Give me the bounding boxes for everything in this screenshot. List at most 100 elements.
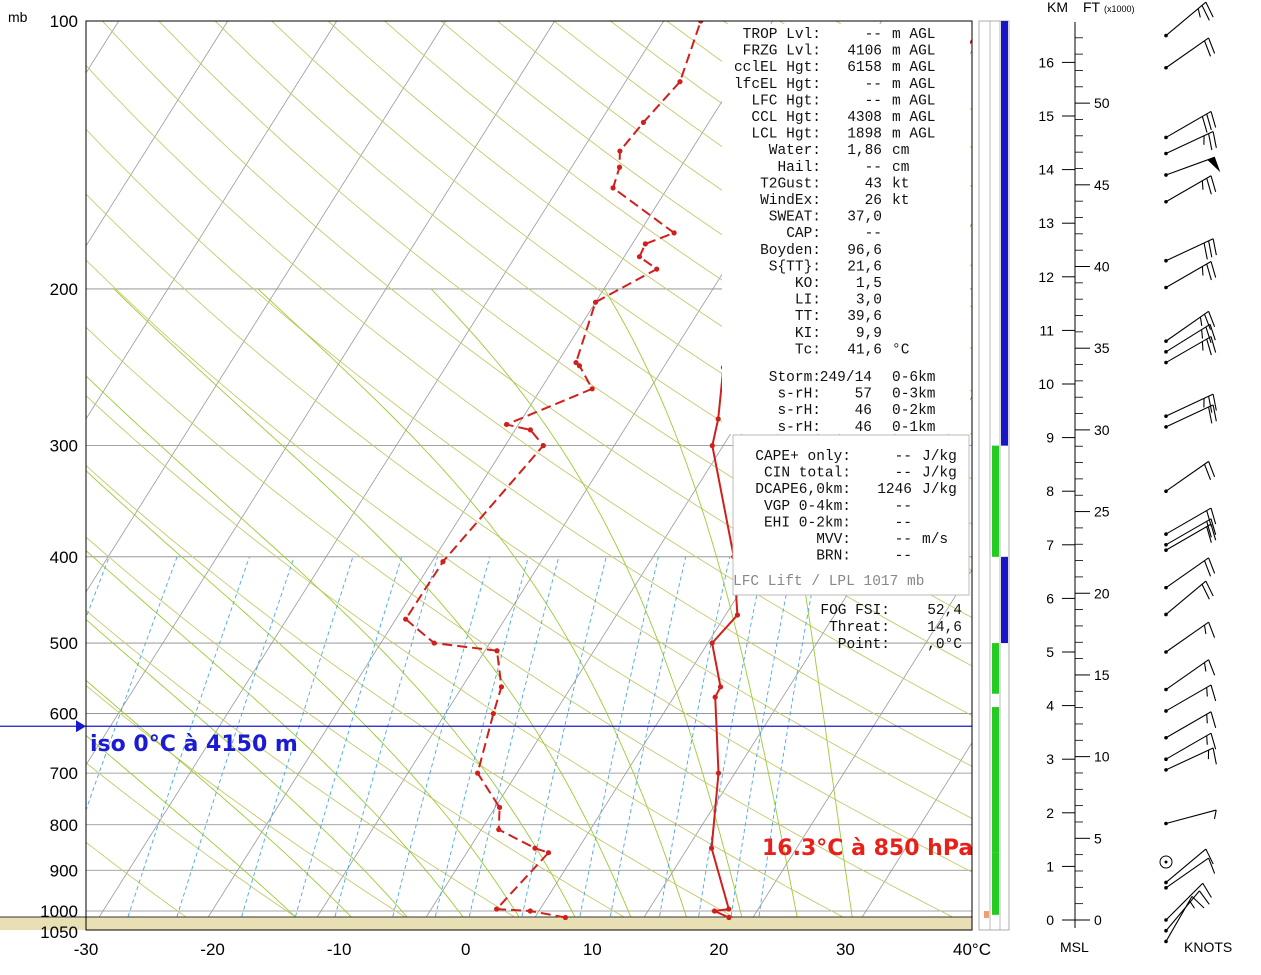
cape-label: BRN: (816, 549, 851, 565)
pressure-tick-label: 800 (50, 816, 78, 835)
index-label: Hail: (777, 160, 821, 176)
cape-unit: J/kg (922, 482, 957, 498)
mixing-ratio-line (607, 556, 687, 930)
index-value: 1,5 (856, 276, 882, 292)
index-label: CCL Hgt: (751, 110, 821, 126)
mixing-ratio-line (696, 556, 766, 930)
wind-barb-feather (1206, 735, 1208, 745)
index-unit: m AGL (892, 77, 936, 93)
dewpoint-point (503, 421, 510, 428)
wind-barb-staff (1165, 684, 1212, 712)
km-label: 1 (1046, 858, 1054, 874)
wind-barb-feather (1203, 313, 1212, 330)
index-label: FRZG Lvl: (743, 44, 821, 60)
cape-label: VGP 0-4km: (764, 499, 851, 515)
km-label: 3 (1046, 751, 1054, 767)
index-label: cclEL Hgt: (734, 60, 821, 76)
lift-note: LFC Lift / LPL 1017 mb (733, 574, 924, 590)
ft-label: 50 (1094, 95, 1110, 111)
mixing-ratio-line (756, 556, 819, 930)
wind-barb-feather (1206, 113, 1212, 131)
wind-barb-feather (1212, 238, 1217, 256)
index-unit: m AGL (892, 127, 936, 143)
km-label: 7 (1046, 537, 1054, 553)
dewpoint-point (494, 906, 500, 912)
ft-label: 30 (1094, 422, 1110, 438)
wind-barb-staff (1165, 460, 1209, 492)
wind-barb-base (1164, 709, 1168, 713)
dewpoint-point (698, 21, 704, 24)
wind-barb-base (1164, 33, 1168, 38)
temperature-point (709, 640, 715, 646)
cape-label: EHI 0-2km: (764, 515, 851, 531)
index-label: TROP Lvl: (743, 27, 821, 43)
ground-band (0, 917, 972, 930)
wind-barb-feather (1210, 507, 1217, 525)
dewpoint-point (431, 640, 437, 646)
temperature-tick-label: 10 (583, 940, 602, 959)
wind-barb-feather (1208, 311, 1216, 328)
cape-value: -- (895, 515, 912, 531)
stability-bar (992, 707, 999, 853)
wind-barb-feather (1206, 178, 1212, 195)
temperature-point (708, 845, 715, 851)
dry-adiabat (214, 21, 972, 571)
dewpoint-point (617, 148, 623, 154)
km-label: 13 (1038, 215, 1054, 231)
index-label: T2Gust: (760, 176, 821, 192)
cape-label: CIN total: (764, 466, 851, 482)
cape-value: -- (895, 466, 912, 482)
isotherm-line (86, 21, 447, 593)
ft-unit: (x1000) (1104, 4, 1135, 14)
temperature-tick-label: 40°C (953, 940, 991, 959)
dewpoint-point (475, 770, 481, 776)
wind-barb-feather (1201, 341, 1204, 351)
wind-barb-feather (1208, 621, 1216, 638)
wind-barb-base (1164, 548, 1168, 552)
index-unit: kt (892, 176, 909, 192)
temperature-point (711, 908, 718, 914)
fog-value: 52,4 (927, 603, 962, 619)
wind-barb-base (1164, 886, 1168, 890)
index-value: 3,0 (856, 293, 882, 309)
wind-barb-base (1164, 414, 1168, 418)
knots-label: KNOTS (1184, 939, 1232, 955)
wind-barbs (1159, 1, 1221, 944)
cape-box (732, 434, 970, 596)
cape-value: -- (895, 549, 912, 565)
dewpoint-point (671, 230, 677, 236)
index-value: -- (865, 93, 882, 109)
index-label: Water: (769, 143, 821, 159)
isotherm-line (853, 741, 972, 930)
wind-barb-base (1164, 939, 1168, 944)
index-value: 4308 (847, 110, 882, 126)
wind-barb-base (1164, 425, 1168, 429)
calm-circle (1159, 855, 1173, 869)
km-label: 12 (1038, 269, 1054, 285)
wind-barb-feather (1208, 133, 1213, 151)
wind-barb-feather (1208, 659, 1216, 676)
isotherm-line (86, 21, 229, 247)
dry-adiabat (86, 684, 426, 930)
mixing-ratio-line (86, 556, 178, 812)
wind-barb-feather (1201, 329, 1204, 339)
dry-adiabat (86, 762, 315, 930)
wind-barb-feather (1208, 461, 1216, 478)
pressure-tick-label: 100 (50, 12, 78, 31)
wind-barb-feather (1203, 624, 1207, 635)
dry-adiabat (86, 128, 972, 767)
isotherm-line (90, 21, 665, 930)
dewpoint-point (532, 845, 538, 851)
temperature-tick-label: -10 (327, 940, 352, 959)
km-label: 10 (1038, 376, 1054, 392)
isotherm-line (0, 21, 10, 930)
fog-label: FOG FSI: (820, 603, 890, 619)
mixing-ratio-line (291, 556, 403, 930)
calm-center (1164, 860, 1168, 864)
wind-barb-feather (1212, 131, 1217, 149)
wind-barb-feather (1203, 464, 1212, 481)
wind-barb-feather (1213, 809, 1217, 820)
index-value: 41,6 (847, 342, 882, 358)
wind-barb-staff (1165, 238, 1214, 262)
